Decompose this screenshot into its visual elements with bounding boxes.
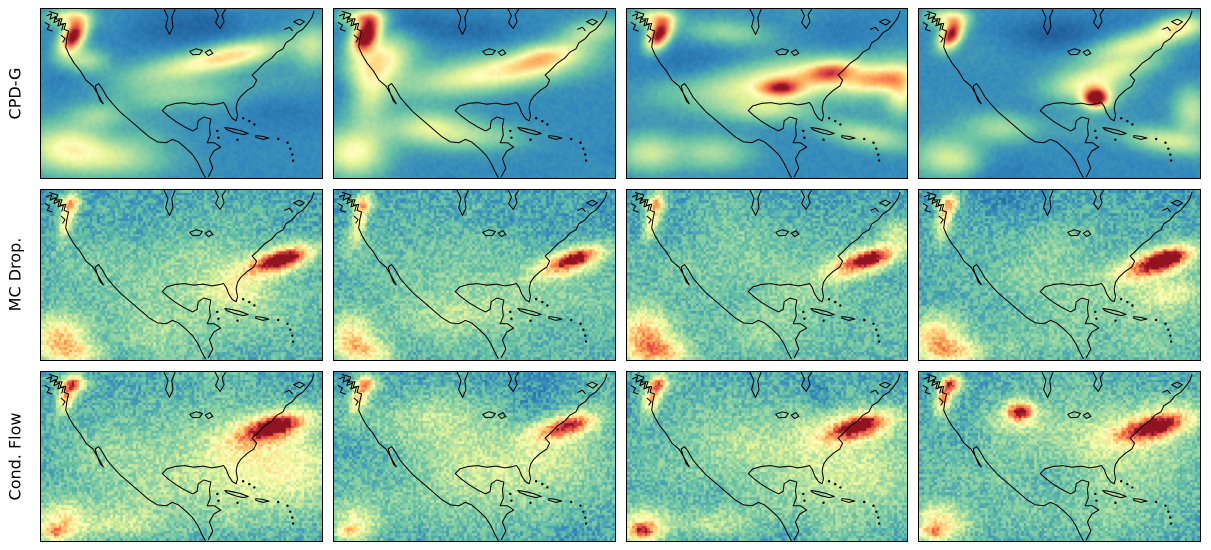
heatmap-panel-r2c1 [332, 370, 616, 542]
heatmap-canvas [626, 190, 908, 360]
heatmap-panel-r2c2 [625, 370, 909, 542]
heatmap-panel-r1c1 [332, 189, 616, 361]
heatmap-panel-r0c1 [332, 8, 616, 180]
heatmap-canvas [333, 9, 615, 179]
heatmap-canvas [919, 190, 1200, 360]
heatmap-panel-r0c0 [40, 8, 323, 180]
heatmap-panel-r2c3 [918, 370, 1201, 542]
heatmap-canvas [333, 190, 615, 360]
row-label-text: Cond. Flow [5, 412, 25, 501]
heatmap-canvas [919, 371, 1200, 541]
heatmap-canvas [919, 9, 1200, 179]
heatmap-canvas [626, 371, 908, 541]
heatmap-canvas [626, 9, 908, 179]
row-label-cond-flow: Cond. Flow [0, 371, 30, 542]
heatmap-panel-r1c0 [40, 189, 323, 361]
row-label-cpd-g: CPD-G [0, 8, 30, 179]
heatmap-canvas [41, 9, 322, 179]
heatmap-panel-r0c3 [918, 8, 1201, 180]
heatmap-panel-r0c2 [625, 8, 909, 180]
heatmap-panel-r2c0 [40, 370, 323, 542]
row-label-mc-drop: MC Drop. [0, 189, 30, 360]
heatmap-panel-r1c2 [625, 189, 909, 361]
heatmap-canvas [41, 190, 322, 360]
heatmap-canvas [333, 371, 615, 541]
row-label-text: MC Drop. [5, 238, 25, 312]
heatmap-panel-r1c3 [918, 189, 1201, 361]
row-label-text: CPD-G [5, 67, 25, 120]
heatmap-canvas [41, 371, 322, 541]
